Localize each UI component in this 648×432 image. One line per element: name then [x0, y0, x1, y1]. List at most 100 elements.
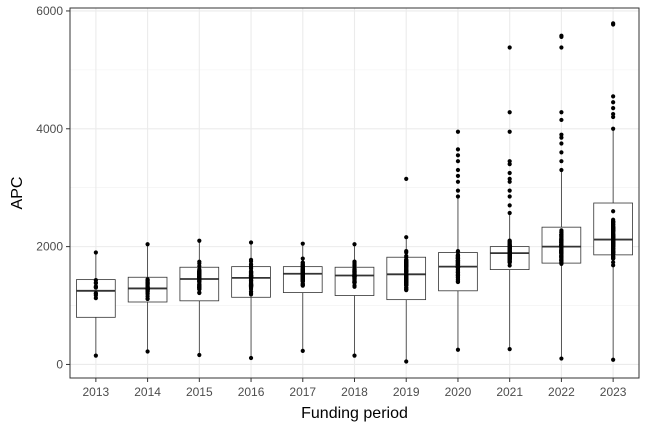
data-point: [507, 255, 512, 260]
data-point: [197, 267, 202, 272]
data-point: [559, 167, 564, 173]
data-point: [248, 262, 254, 267]
data-point: [300, 276, 305, 281]
outlier-point: [507, 203, 512, 208]
box-2013: [76, 252, 116, 356]
y-tick-label: 2000: [36, 240, 63, 254]
data-point: [93, 353, 98, 358]
x-tick-label: 2016: [238, 385, 265, 399]
outlier-point: [507, 170, 512, 176]
data-point: [507, 210, 512, 216]
data-point: [248, 273, 254, 278]
data-point: [611, 209, 616, 214]
data-point: [559, 356, 564, 361]
data-point: [93, 293, 98, 298]
outlier-point: [559, 141, 564, 146]
data-point: [455, 347, 461, 352]
outlier-point: [455, 167, 461, 173]
data-point: [352, 353, 357, 358]
outlier-point: [559, 33, 564, 38]
data-point: [404, 253, 409, 259]
data-point: [507, 259, 512, 264]
data-point: [248, 355, 254, 361]
box-2015: [179, 240, 220, 356]
data-point: [611, 231, 616, 236]
data-point: [559, 249, 564, 254]
data-point: [455, 269, 461, 274]
outlier-point: [611, 111, 616, 117]
x-tick-label: 2018: [341, 385, 368, 399]
data-point: [248, 283, 254, 288]
data-point: [455, 261, 461, 266]
y-tick-label: 6000: [36, 4, 63, 18]
x-tick-label: 2023: [600, 385, 627, 399]
data-point: [611, 256, 616, 261]
data-point: [93, 250, 98, 255]
data-point: [197, 238, 202, 243]
data-point: [455, 277, 461, 283]
data-point: [404, 266, 409, 271]
data-point: [300, 272, 305, 277]
data-point: [352, 270, 357, 275]
data-point: [145, 280, 150, 285]
data-point: [611, 260, 616, 265]
data-point: [611, 263, 616, 268]
data-point: [352, 275, 357, 280]
data-point: [404, 261, 409, 266]
data-point: [507, 243, 512, 249]
x-tick-label: 2019: [393, 385, 420, 399]
y-tick-label: 0: [56, 357, 63, 371]
outlier-point: [507, 129, 512, 134]
outlier-point: [455, 188, 461, 193]
outlier-point: [455, 153, 461, 158]
data-point: [145, 349, 150, 354]
data-point: [559, 235, 564, 241]
outlier-point: [559, 110, 564, 115]
data-point: [93, 280, 98, 285]
y-axis-title: APC: [9, 177, 26, 210]
y-axis: 0 2000 4000 6000: [36, 4, 70, 371]
data-point: [300, 283, 305, 288]
data-point: [300, 279, 305, 284]
outlier-point: [507, 162, 512, 167]
data-point: [352, 262, 357, 267]
outlier-point: [507, 45, 512, 50]
data-point: [248, 292, 254, 297]
outlier-point: [559, 117, 564, 123]
data-point: [300, 256, 305, 261]
data-point: [352, 279, 357, 285]
data-point: [300, 241, 305, 246]
data-point: [300, 348, 305, 353]
x-tick-label: 2021: [496, 385, 523, 399]
x-tick-label: 2017: [289, 385, 316, 399]
data-point: [404, 269, 409, 274]
data-point: [404, 359, 409, 364]
data-point: [611, 243, 616, 248]
data-point: [93, 285, 98, 290]
x-tick-label: 2014: [134, 385, 161, 399]
outlier-point: [507, 110, 512, 115]
data-point: [611, 248, 616, 253]
data-point: [559, 232, 564, 237]
data-point: [559, 255, 564, 260]
data-point: [352, 242, 357, 247]
data-point: [352, 284, 357, 289]
data-point: [559, 242, 564, 248]
outlier-point: [611, 100, 616, 105]
data-point: [197, 271, 202, 276]
data-point: [197, 264, 202, 269]
outlier-point: [559, 45, 564, 50]
outlier-point: [507, 176, 512, 181]
x-tick-label: 2015: [186, 385, 213, 399]
box-2021: [489, 213, 530, 350]
data-point: [248, 289, 254, 294]
outlier-point: [455, 173, 461, 179]
data-point: [197, 277, 202, 283]
data-point: [455, 258, 461, 263]
outlier-point: [455, 159, 461, 164]
data-point: [145, 242, 150, 247]
data-point: [455, 194, 461, 199]
outlier-point: [559, 135, 564, 140]
outlier-point: [559, 150, 564, 155]
